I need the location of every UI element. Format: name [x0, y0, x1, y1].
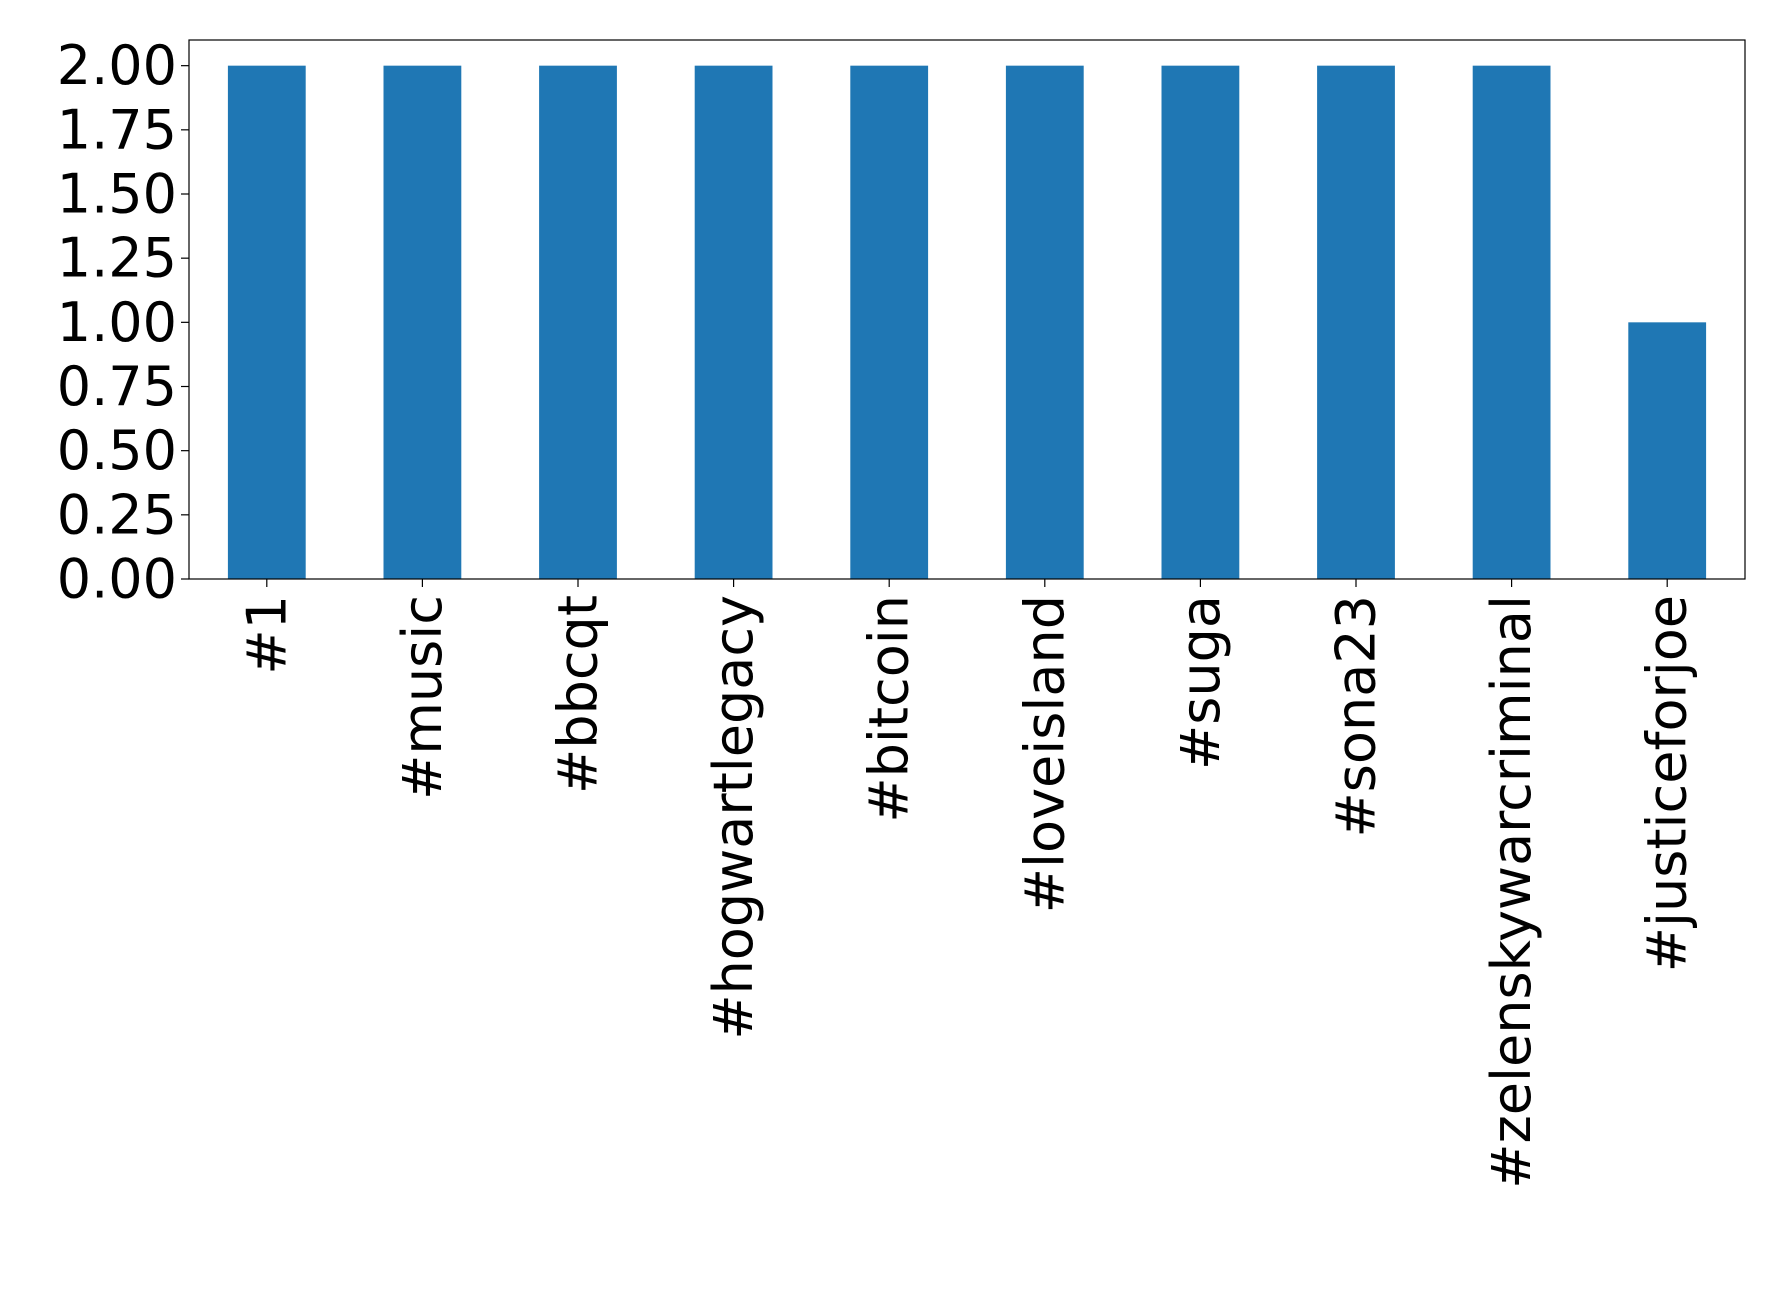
y-tick-label-0: 0.00: [57, 548, 177, 611]
x-tick-label-6: #suga: [1169, 595, 1232, 770]
bar-4: [850, 65, 929, 580]
bar-8: [1472, 65, 1551, 580]
bar-6: [1161, 65, 1240, 580]
y-tick-label-4: 1.00: [57, 291, 177, 354]
bar-7: [1317, 65, 1395, 580]
bars-group: [227, 65, 1707, 580]
x-tick-label-8: #zelenskywarcriminal: [1480, 595, 1543, 1189]
x-axis: #1 #music #bbcqt #hogwartlegacy #bitcoin #lov…: [235, 579, 1699, 1189]
bar-5: [1005, 65, 1084, 580]
plot-frame: [188, 39, 1746, 580]
bar-0: [227, 65, 306, 580]
y-tick-label-6: 1.50: [57, 163, 177, 226]
y-tick-label-5: 1.25: [57, 227, 177, 290]
x-tick-label-4: #bitcoin: [858, 595, 921, 823]
y-axis: 0.000.250.500.751.001.251.501.752.00: [57, 34, 189, 611]
x-tick-label-2: #bbcqt: [547, 595, 610, 794]
x-tick-label-5: #loveisland: [1013, 595, 1076, 913]
x-tick-label-7: #sona23: [1325, 595, 1388, 837]
y-tick-label-7: 1.75: [57, 98, 177, 161]
x-tick-label-9: #justiceforjoe: [1636, 595, 1699, 972]
y-tick-label-1: 0.25: [57, 483, 177, 546]
bar-9: [1628, 322, 1707, 579]
x-tick-label-1: #music: [391, 595, 454, 800]
bar-2: [539, 65, 617, 580]
bar-3: [694, 65, 773, 580]
y-tick-label-2: 0.50: [57, 419, 177, 482]
y-tick-label-8: 2.00: [57, 34, 177, 97]
bar-1: [383, 65, 462, 580]
y-tick-label-3: 0.75: [57, 355, 177, 418]
x-tick-label-0: #1: [235, 595, 298, 675]
x-tick-label-3: #hogwartlegacy: [702, 595, 765, 1040]
